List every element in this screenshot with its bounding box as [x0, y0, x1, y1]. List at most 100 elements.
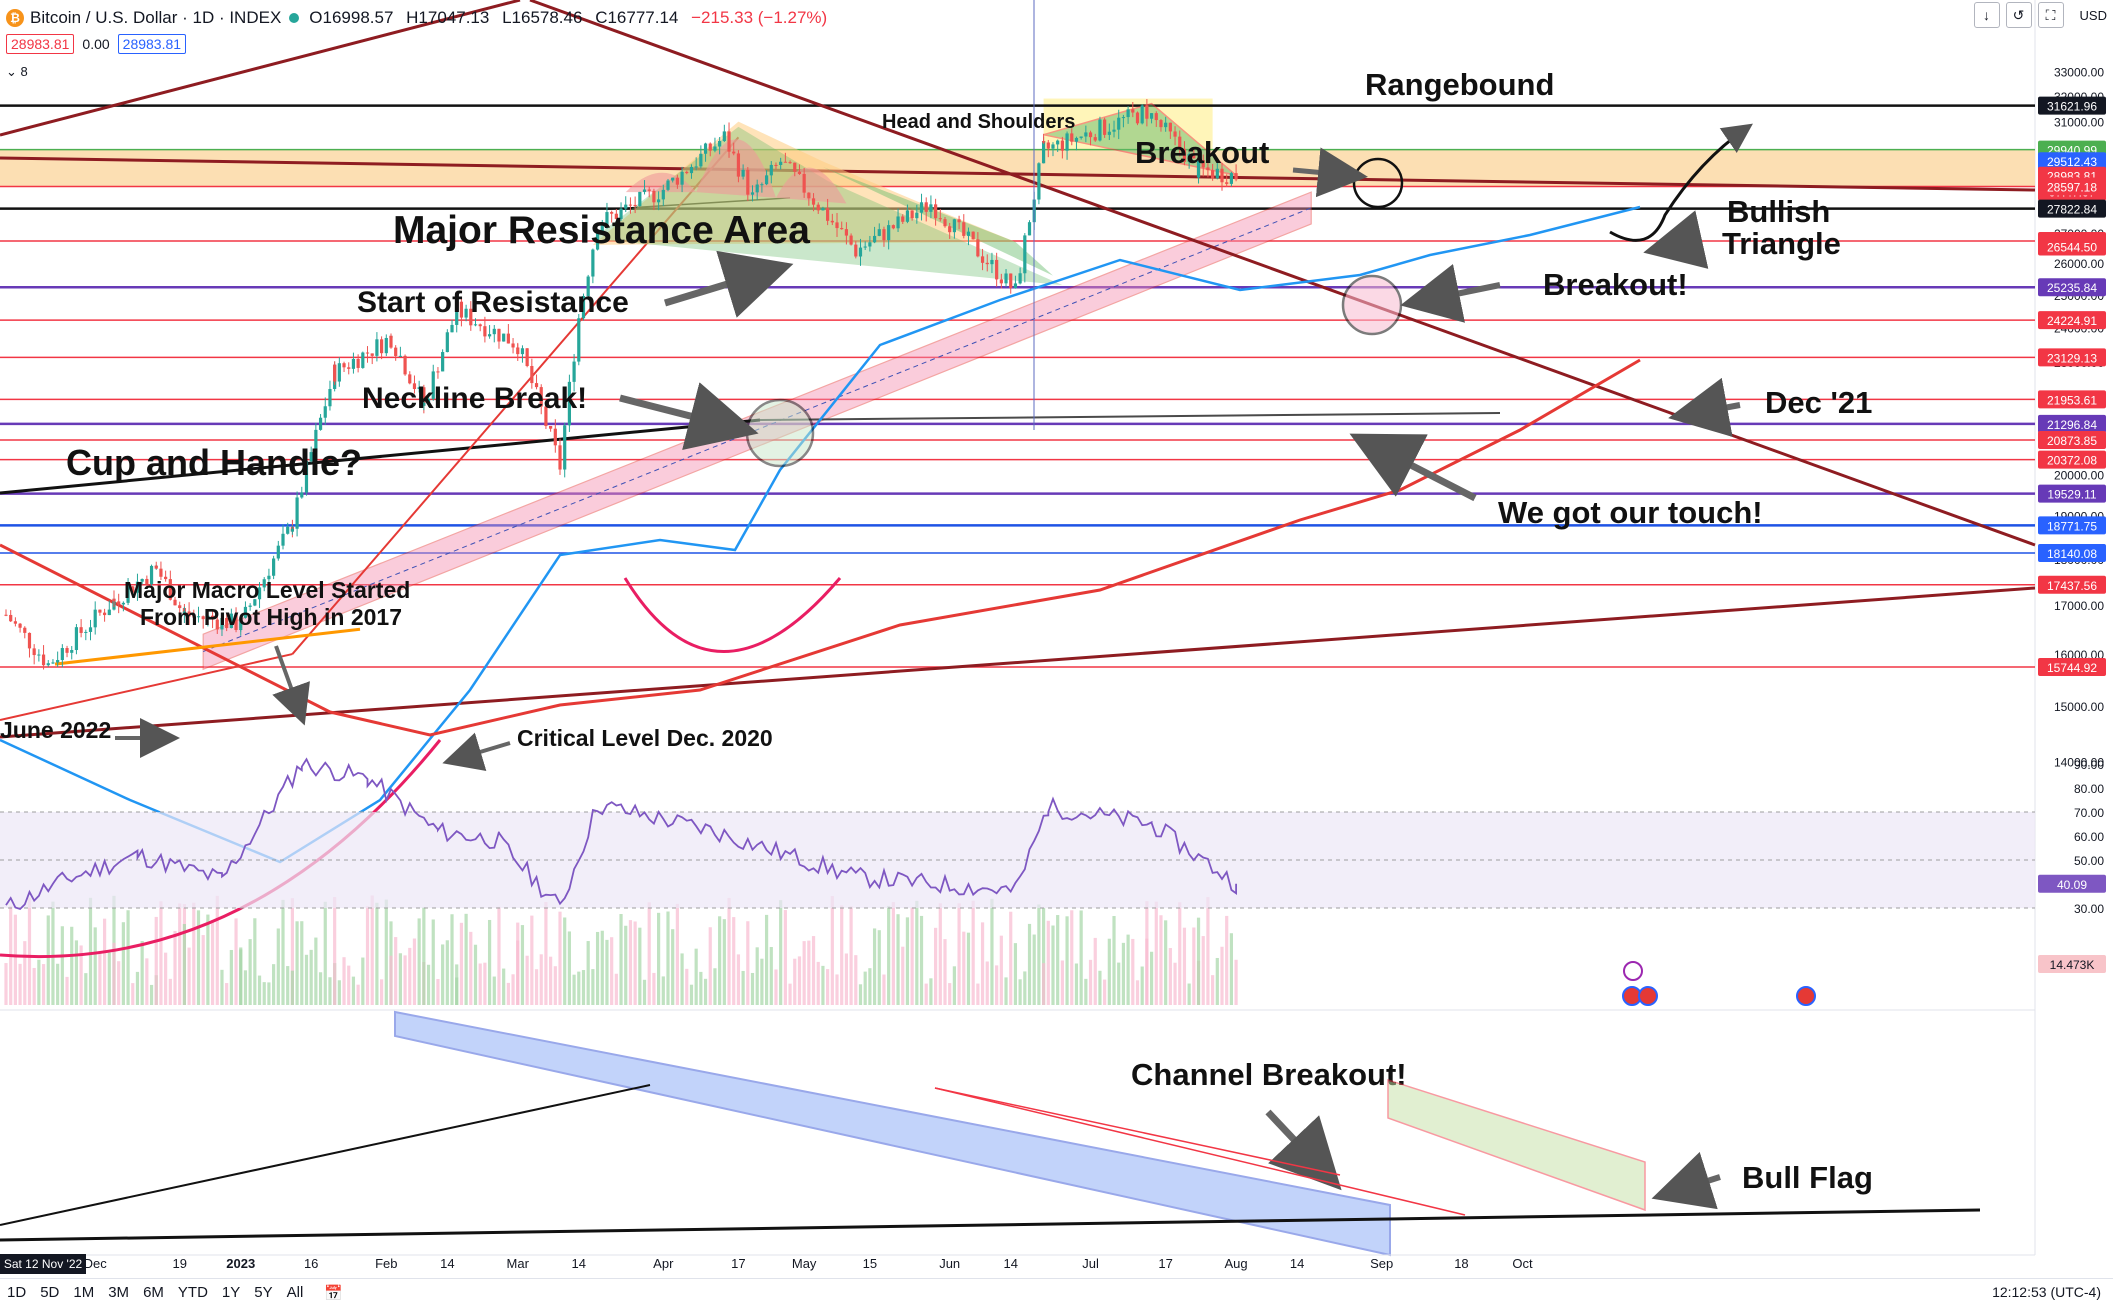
volume-bar-15 — [74, 940, 79, 1005]
volume-bar-80 — [351, 976, 356, 1005]
undo-icon[interactable]: ↺ — [2005, 2, 2032, 28]
triangle-green-fill — [822, 167, 1053, 276]
price-tick-16: 17000.00 — [2054, 599, 2104, 613]
rsi-bull-flag-channel — [1387, 1078, 1646, 1212]
range-ytd[interactable]: YTD — [177, 1284, 208, 1301]
volume-bar-138 — [605, 939, 609, 1005]
candle-body-248 — [1117, 117, 1121, 130]
market-status-dot — [289, 13, 300, 23]
volume-bar-112 — [487, 919, 492, 1005]
volume-bar-274 — [1229, 933, 1233, 1005]
volume-bar-181 — [807, 940, 811, 1005]
time-tick-10: May — [792, 1256, 817, 1271]
time-tick-17: 14 — [1290, 1256, 1304, 1271]
candle-body-30 — [140, 578, 144, 582]
fullscreen-icon[interactable]: ⛶ — [2037, 2, 2064, 28]
hs-left-shoulder — [625, 172, 697, 193]
indicator-count[interactable]: ⌄ 8 — [6, 64, 28, 80]
calendar-icon[interactable]: 📅 — [324, 1284, 343, 1302]
time-tick-19: 18 — [1454, 1256, 1468, 1271]
candle-body-123 — [534, 383, 539, 388]
volume-bar-18 — [88, 897, 93, 1005]
hs-head — [696, 139, 776, 198]
candles — [4, 99, 1238, 670]
candle-body-173 — [769, 164, 773, 176]
currency-selector[interactable]: USD — [2079, 7, 2107, 23]
candle-body-222 — [999, 279, 1003, 284]
volume-bar-81 — [356, 984, 360, 1005]
candle-body-204 — [915, 212, 919, 219]
candle-body-233 — [1046, 142, 1050, 149]
candle-body-18 — [88, 627, 93, 632]
candle-body-160 — [708, 143, 712, 151]
symbol-header: ₿ Bitcoin / U.S. Dollar · 1D · INDEX O16… — [6, 4, 835, 32]
symbol-title[interactable]: Bitcoin / U.S. Dollar · 1D · INDEX — [30, 8, 282, 27]
volume-bar-243 — [1093, 937, 1097, 1005]
volume-bar-153 — [675, 903, 679, 1005]
candle-body-32 — [149, 565, 154, 585]
utc-clock[interactable]: 12:12:53 (UTC-4) — [1992, 1284, 2101, 1300]
candle-body-63 — [281, 533, 285, 546]
candle-body-82 — [361, 352, 365, 368]
volume-bar-156 — [689, 984, 694, 1005]
volume-bar-175 — [779, 900, 783, 1005]
range-3m[interactable]: 3M — [108, 1284, 130, 1301]
volume-bar-269 — [1206, 897, 1210, 1005]
candle-body-22 — [107, 609, 111, 616]
range-1d[interactable]: 1D — [7, 1284, 27, 1301]
volume-bar-4 — [23, 941, 27, 1005]
volume-bar-59 — [262, 982, 266, 1005]
candle-body-121 — [525, 348, 529, 367]
volume-bar-140 — [614, 973, 618, 1005]
volume-bar-192 — [858, 984, 863, 1005]
rsi-tick-2: 70.00 — [2074, 806, 2104, 820]
candle-body-111 — [483, 326, 487, 337]
volume-bar-234 — [1051, 925, 1055, 1005]
time-tick-6: Mar — [507, 1256, 530, 1271]
range-5y[interactable]: 5Y — [254, 1284, 273, 1301]
candle-body-217 — [976, 239, 980, 257]
candle-body-273 — [1225, 182, 1229, 184]
buy-price-button[interactable]: 28983.81 — [117, 34, 187, 54]
range-1y[interactable]: 1Y — [221, 1284, 241, 1301]
volume-bar-142 — [624, 925, 628, 1005]
candle-body-13 — [65, 648, 69, 653]
price-tag-bg-20 — [2038, 657, 2106, 676]
range-all[interactable]: All — [286, 1284, 304, 1301]
candle-body-98 — [426, 398, 431, 403]
sell-price-button[interactable]: 28983.81 — [6, 34, 75, 54]
candle-body-72 — [318, 417, 323, 430]
candle-body-144 — [633, 204, 637, 207]
candle-body-168 — [746, 169, 750, 195]
volume-bar-111 — [483, 962, 487, 1005]
volume-bar-57 — [253, 918, 257, 1005]
price-tag-0: 31621.96 — [2047, 100, 2097, 114]
volume-bar-91 — [398, 953, 402, 1005]
anno-dec-21: Dec '21 — [1765, 385, 1872, 420]
volume-bar-161 — [713, 968, 717, 1005]
candle-body-202 — [905, 210, 910, 222]
arrow-critical — [442, 732, 511, 771]
range-6m[interactable]: 6M — [143, 1284, 164, 1301]
candle-body-35 — [159, 568, 163, 577]
candle-body-14 — [70, 650, 74, 653]
candle-body-5 — [27, 632, 32, 649]
time-tick-2: 2023 — [226, 1256, 255, 1271]
volume-bar-62 — [276, 928, 280, 1005]
volume-bar-115 — [502, 968, 506, 1005]
volume-bar-155 — [685, 968, 689, 1005]
volume-bar-67 — [295, 921, 299, 1005]
rsi-tick-1: 80.00 — [2074, 782, 2104, 796]
volume-bar-193 — [863, 971, 867, 1005]
download-icon[interactable]: ↓ — [1973, 2, 2000, 28]
range-5d[interactable]: 5D — [40, 1284, 60, 1301]
candle-body-262 — [1178, 136, 1182, 149]
breakout-circle — [1341, 274, 1403, 336]
price-tag-17: 18771.75 — [2047, 519, 2097, 533]
volume-bar-265 — [1192, 927, 1196, 1005]
range-1m[interactable]: 1M — [73, 1284, 95, 1301]
candle-body-45 — [201, 616, 205, 620]
price-tag-21: 14.473K — [2050, 958, 2095, 972]
volume-bar-124 — [539, 954, 543, 1005]
